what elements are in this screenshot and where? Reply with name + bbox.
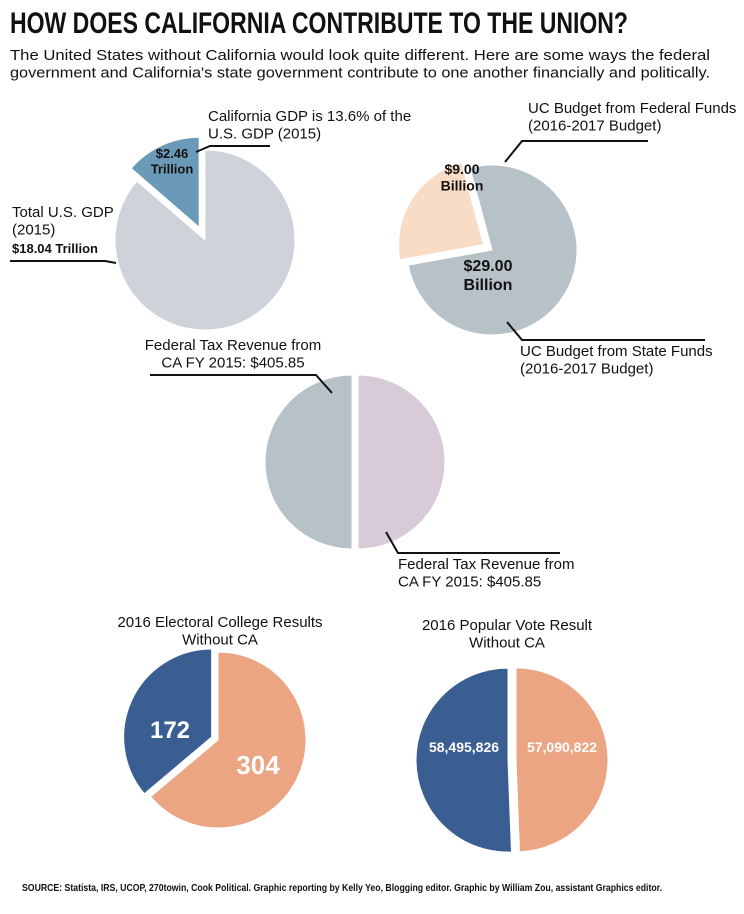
value-label: 57,090,822 (527, 739, 597, 755)
source-note: SOURCE: Statista, IRS, UCOP, 270towin, C… (22, 882, 662, 894)
slice-label: Federal Tax Revenue from CA FY 2015: $405… (145, 337, 321, 372)
value-label: 58,495,826 (429, 739, 499, 755)
value-label: $29.00 Billion (464, 258, 513, 294)
page-title: HOW DOES CALIFORNIA CONTRIBUTE TO THE UN… (10, 7, 628, 40)
value-label: $2.46 Trillion (151, 146, 194, 176)
pie-slice (398, 161, 485, 261)
slice-label: Federal Tax Revenue from CA FY 2015: $405… (398, 556, 574, 591)
value-label: $9.00 Billion (441, 161, 484, 194)
chart-title: 2016 Popular Vote Result Without CA (422, 617, 593, 652)
value-label: 172 (150, 717, 190, 744)
value-label: 304 (236, 750, 280, 780)
pie-slice (123, 648, 213, 795)
leader-line (385, 531, 560, 554)
chart-title: 2016 Electoral College Results Without CA (117, 614, 322, 649)
pie-slice (114, 149, 296, 331)
page-subtitle: The United States without California wou… (10, 47, 710, 82)
slice-label: California GDP is 13.6% of the U.S. GDP (… (208, 108, 411, 143)
value-label: $18.04 Trillion (12, 241, 98, 256)
pie-slice (264, 374, 353, 550)
leader-line (10, 260, 117, 264)
leader-line (504, 140, 648, 163)
slice-label: UC Budget from Federal Funds (2016-2017 B… (528, 100, 736, 135)
pie-slice (515, 667, 609, 853)
pie-slice (149, 651, 307, 829)
leader-line (150, 374, 333, 394)
leader-line (195, 145, 270, 153)
pie-slice (357, 374, 446, 550)
pie-slice (130, 136, 200, 229)
leader-line (506, 321, 705, 341)
slice-label: Total U.S. GDP (2015) (12, 204, 114, 239)
slice-label: UC Budget from State Funds (2016-2017 Bud… (520, 343, 713, 378)
pie-slice (415, 667, 513, 853)
pie-slice (407, 164, 578, 336)
